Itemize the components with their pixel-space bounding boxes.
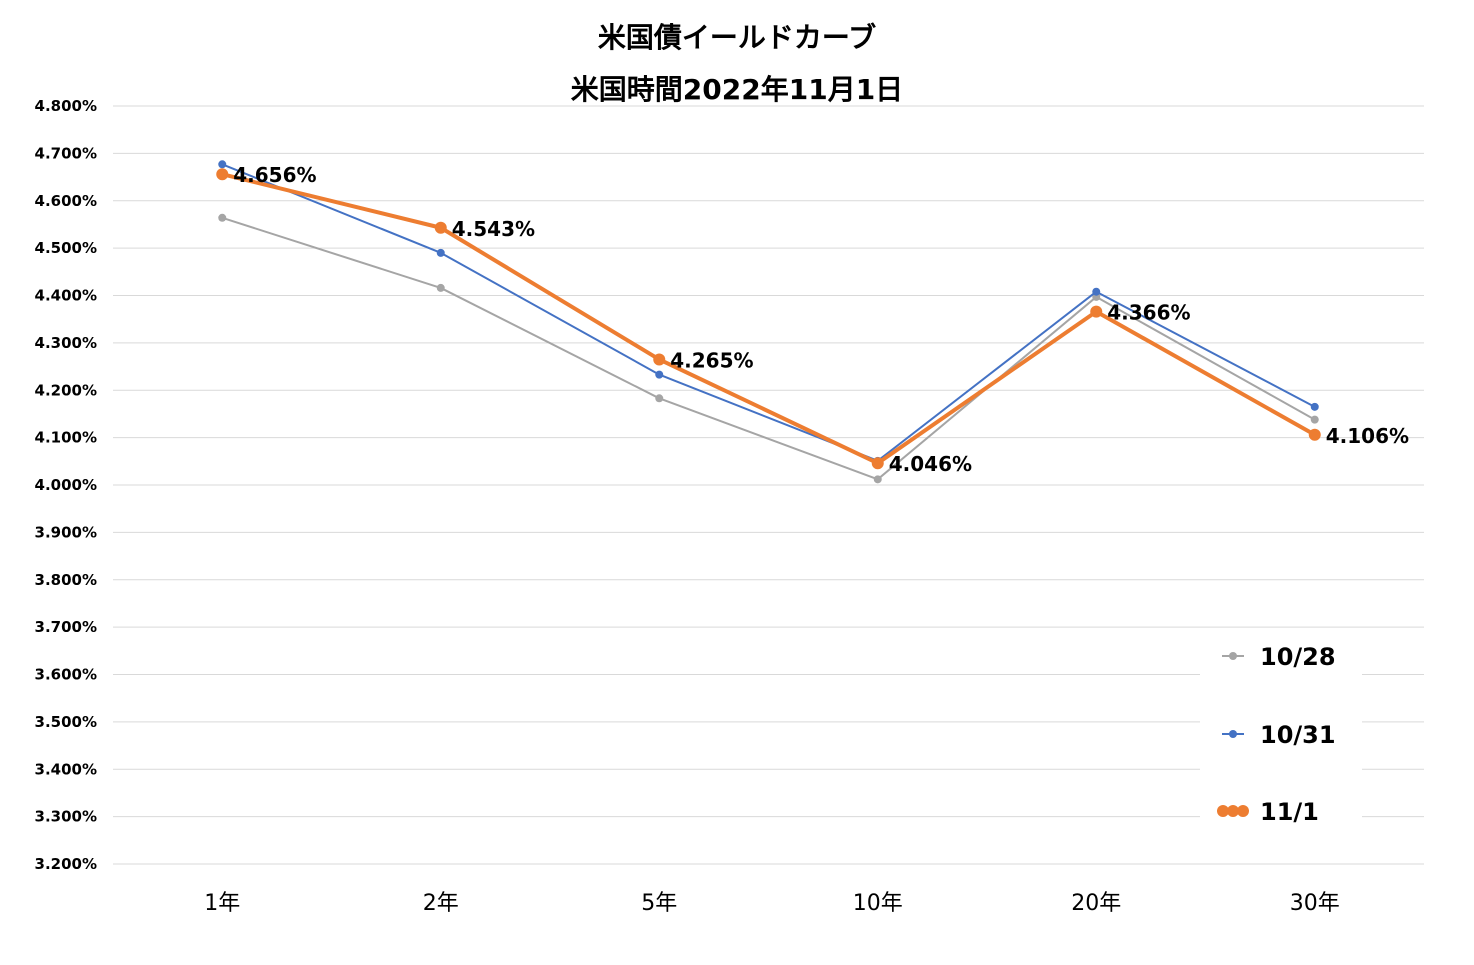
y-tick-label: 3.500% [35, 713, 97, 731]
legend-swatch-marker [1237, 805, 1249, 817]
series-11-1 [216, 168, 1321, 470]
data-labels: 4.656% 4.543% 4.265% 4.046% 4.366% 4.106% [233, 163, 1409, 476]
series-line [221, 172, 1316, 466]
y-tick-label: 4.200% [35, 381, 97, 399]
y-axis-ticks: 3.200% 3.300% 3.400% 3.500% 3.600% 3.700% 3.80… [35, 97, 97, 873]
data-label: 4.046% [889, 452, 972, 476]
data-point [1092, 287, 1101, 296]
legend-item: 10/28 [1222, 643, 1336, 671]
legend-swatch-marker [1217, 805, 1229, 817]
chart-subtitle: 米国時間2022年11月1日 [570, 73, 904, 106]
y-tick-label: 3.700% [35, 618, 97, 636]
data-point [1090, 305, 1103, 318]
series-line [221, 163, 1316, 462]
y-tick-label: 3.600% [35, 666, 97, 684]
legend-label: 10/31 [1260, 721, 1336, 749]
data-label: 4.543% [452, 217, 535, 241]
data-label: 4.366% [1107, 301, 1190, 325]
x-axis-ticks: 1年 2年 5年 10年 20年 30年 [204, 891, 1340, 916]
data-point [653, 353, 666, 366]
y-tick-label: 3.900% [35, 523, 97, 541]
legend-swatch-marker [1227, 805, 1239, 817]
data-point [436, 248, 445, 257]
series-line [221, 216, 1316, 481]
data-point [218, 213, 227, 222]
x-tick-label: 20年 [1071, 891, 1121, 916]
legend-label: 11/1 [1260, 798, 1319, 826]
y-tick-label: 4.800% [35, 97, 97, 115]
data-point [873, 475, 882, 484]
y-tick-label: 4.100% [35, 429, 97, 447]
y-tick-label: 3.800% [35, 571, 97, 589]
legend: 10/28 10/31 11/1 [1200, 628, 1362, 843]
data-point [655, 394, 664, 403]
y-tick-label: 3.300% [35, 808, 97, 826]
legend-item: 11/1 [1217, 798, 1319, 826]
legend-label: 10/28 [1260, 643, 1336, 671]
gridlines [113, 105, 1424, 865]
legend-swatch-marker [1229, 730, 1237, 738]
legend-swatch-marker [1229, 652, 1237, 660]
series-10-28 [218, 213, 1319, 484]
x-tick-label: 30年 [1290, 891, 1340, 916]
data-point [1310, 415, 1319, 424]
y-tick-label: 4.300% [35, 334, 97, 352]
series-group [216, 160, 1321, 484]
data-point [1310, 402, 1319, 411]
data-point [871, 457, 884, 470]
legend-item: 10/31 [1222, 721, 1336, 749]
data-point [655, 370, 664, 379]
y-tick-label: 4.400% [35, 287, 97, 305]
data-label: 4.265% [670, 348, 753, 372]
x-tick-label: 5年 [641, 891, 677, 916]
y-tick-label: 4.600% [35, 192, 97, 210]
x-tick-label: 1年 [204, 891, 240, 916]
data-point [216, 168, 229, 181]
y-tick-label: 3.200% [35, 855, 97, 873]
data-point [436, 283, 445, 292]
x-tick-label: 2年 [423, 891, 459, 916]
data-point [218, 160, 227, 169]
data-point [434, 221, 447, 234]
data-label: 4.656% [233, 163, 316, 187]
y-tick-label: 4.700% [35, 144, 97, 162]
y-tick-label: 4.000% [35, 476, 97, 494]
data-label: 4.106% [1326, 424, 1409, 448]
data-point [1308, 428, 1321, 441]
x-tick-label: 10年 [853, 891, 903, 916]
y-tick-label: 3.400% [35, 760, 97, 778]
chart-title: 米国債イールドカーブ [597, 21, 877, 54]
y-tick-label: 4.500% [35, 239, 97, 257]
